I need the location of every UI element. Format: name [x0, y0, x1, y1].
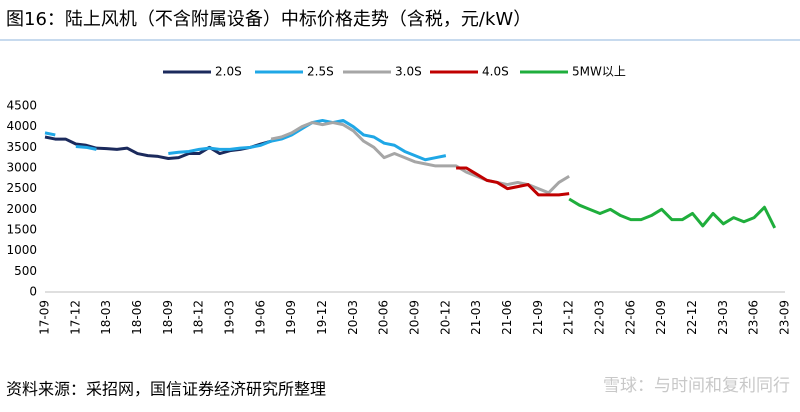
- legend-label: 4.0S: [482, 65, 509, 79]
- y-tick-label: 4000: [6, 119, 37, 133]
- x-tick-label: 18-03: [99, 300, 113, 335]
- x-tick-label: 21-03: [469, 300, 483, 335]
- x-tick-label: 17-12: [68, 300, 82, 335]
- x-tick-label: 20-09: [408, 300, 422, 335]
- x-tick-label: 22-12: [685, 300, 699, 335]
- x-tick-label: 23-06: [747, 300, 761, 335]
- y-tick-label: 2000: [6, 202, 37, 216]
- legend-label: 2.5S: [307, 65, 334, 79]
- y-tick-label: 1500: [6, 223, 37, 237]
- legend-label: 2.0S: [215, 65, 242, 79]
- x-tick-label: 21-09: [531, 300, 545, 335]
- x-tick-label: 18-09: [161, 300, 175, 335]
- series-line: [270, 121, 570, 195]
- y-tick-label: 3000: [6, 161, 37, 175]
- legend-label: 3.0S: [395, 65, 422, 79]
- y-tick-label: 0: [29, 285, 37, 299]
- x-tick-label: 19-06: [253, 300, 267, 335]
- y-tick-label: 500: [14, 264, 37, 278]
- x-tick-label: 18-12: [192, 300, 206, 335]
- x-tick-label: 20-12: [438, 300, 452, 335]
- watermark: 雪球：与时间和复利同行: [603, 376, 790, 396]
- legend-label: 5MW以上: [572, 65, 626, 79]
- x-tick-label: 20-06: [377, 300, 391, 335]
- x-tick-label: 22-09: [654, 300, 668, 335]
- x-tick-label: 19-03: [223, 300, 237, 335]
- chart-title: 图16：陆上风机（不含附属设备）中标价格走势（含税，元/kW）: [6, 9, 531, 30]
- x-tick-label: 17-09: [38, 300, 52, 335]
- series-line: [75, 145, 97, 151]
- x-tick-label: 19-12: [315, 300, 329, 335]
- x-tick-label: 21-06: [500, 300, 514, 335]
- series-line: [568, 197, 777, 229]
- y-tick-label: 2500: [6, 181, 37, 195]
- x-tick-label: 22-03: [593, 300, 607, 335]
- series-line: [168, 118, 447, 162]
- series-line: [44, 131, 56, 137]
- source-note: 资料来源：采招网，国信证券经济研究所整理: [6, 380, 326, 399]
- x-tick-label: 18-06: [130, 300, 144, 335]
- y-tick-label: 4500: [6, 99, 37, 113]
- y-tick-label: 3500: [6, 140, 37, 154]
- x-tick-label: 19-09: [284, 300, 298, 335]
- x-tick-label: 22-06: [623, 300, 637, 335]
- x-tick-label: 23-03: [716, 300, 730, 335]
- y-tick-label: 1000: [6, 243, 37, 257]
- series-line: [456, 166, 570, 197]
- x-tick-label: 20-03: [346, 300, 360, 335]
- x-tick-label: 23-09: [778, 300, 792, 335]
- x-tick-label: 21-12: [562, 300, 576, 335]
